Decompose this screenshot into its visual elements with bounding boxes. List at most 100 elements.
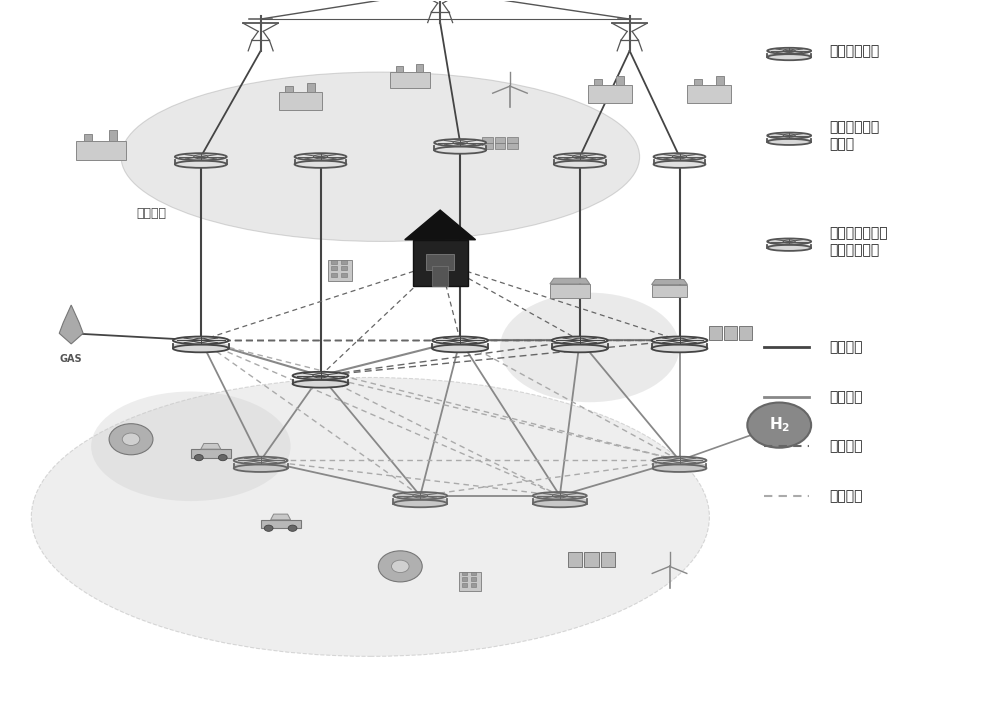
Bar	[191, 449, 231, 457]
Circle shape	[378, 551, 422, 582]
Bar	[341, 260, 347, 264]
Ellipse shape	[393, 500, 447, 507]
Ellipse shape	[175, 161, 227, 168]
Text: 交流母线: 交流母线	[829, 340, 863, 354]
Circle shape	[264, 525, 273, 531]
Circle shape	[392, 560, 409, 573]
Circle shape	[288, 525, 297, 531]
Ellipse shape	[652, 345, 707, 352]
Ellipse shape	[234, 464, 288, 472]
Text: $\mathbf{H_2}$: $\mathbf{H_2}$	[769, 415, 790, 435]
Ellipse shape	[533, 500, 587, 507]
Bar	[568, 552, 582, 567]
Bar	[109, 130, 117, 141]
Bar	[709, 326, 722, 340]
Polygon shape	[59, 305, 83, 344]
Polygon shape	[293, 379, 348, 384]
Ellipse shape	[767, 133, 811, 138]
Ellipse shape	[767, 54, 811, 60]
Bar	[285, 86, 293, 92]
Text: 交直流混合电
能路由: 交直流混合电 能路由	[829, 120, 879, 151]
Text: GAS: GAS	[60, 354, 83, 364]
Text: 热水母线: 热水母线	[829, 489, 863, 503]
Polygon shape	[173, 345, 229, 348]
Bar	[601, 552, 615, 567]
Bar	[341, 272, 347, 277]
Polygon shape	[393, 499, 447, 503]
Ellipse shape	[652, 337, 707, 345]
Bar	[413, 240, 468, 286]
Bar	[328, 260, 352, 281]
Text: 多种能源形式接
入的能量路由: 多种能源形式接 入的能量路由	[829, 226, 888, 257]
Bar	[471, 583, 476, 587]
Bar	[482, 143, 493, 149]
Polygon shape	[767, 54, 811, 57]
Polygon shape	[767, 138, 811, 142]
Ellipse shape	[175, 153, 227, 160]
Polygon shape	[554, 160, 606, 164]
Bar	[652, 284, 687, 297]
Bar	[331, 266, 337, 270]
Ellipse shape	[295, 161, 346, 168]
Polygon shape	[434, 146, 486, 150]
Ellipse shape	[434, 147, 486, 154]
Bar	[471, 577, 476, 581]
Ellipse shape	[121, 72, 640, 242]
Bar	[331, 272, 337, 277]
Bar	[307, 83, 315, 92]
Ellipse shape	[293, 380, 348, 388]
Bar	[279, 92, 322, 110]
Polygon shape	[201, 444, 221, 449]
Ellipse shape	[767, 48, 811, 54]
Polygon shape	[175, 160, 227, 164]
Bar	[462, 577, 467, 581]
Bar	[261, 520, 301, 528]
Ellipse shape	[173, 345, 229, 352]
Circle shape	[194, 454, 203, 461]
Bar	[416, 64, 423, 72]
Bar	[594, 79, 602, 85]
Ellipse shape	[293, 372, 348, 379]
Polygon shape	[552, 345, 608, 348]
Text: 通信总线: 通信总线	[829, 440, 863, 453]
Bar	[550, 284, 590, 298]
Bar	[471, 571, 476, 576]
Polygon shape	[653, 464, 706, 468]
Polygon shape	[652, 279, 687, 284]
Ellipse shape	[554, 153, 606, 160]
Bar	[507, 143, 518, 149]
Bar	[495, 143, 505, 149]
Ellipse shape	[767, 238, 811, 245]
Bar	[584, 552, 599, 567]
Bar	[482, 137, 493, 143]
Polygon shape	[271, 514, 291, 520]
Ellipse shape	[432, 345, 488, 352]
Polygon shape	[550, 278, 590, 284]
Bar	[341, 266, 347, 270]
Bar	[459, 571, 481, 591]
Polygon shape	[654, 160, 705, 164]
Circle shape	[109, 424, 153, 454]
Ellipse shape	[432, 337, 488, 345]
Bar	[716, 76, 724, 85]
Circle shape	[122, 433, 140, 445]
Text: 高压配变: 高压配变	[136, 207, 166, 220]
Bar	[396, 67, 403, 72]
Polygon shape	[295, 160, 346, 164]
Ellipse shape	[533, 492, 587, 499]
Ellipse shape	[31, 377, 709, 657]
Ellipse shape	[91, 391, 291, 501]
Polygon shape	[533, 499, 587, 503]
Ellipse shape	[295, 153, 346, 160]
Bar	[84, 134, 92, 141]
Bar	[739, 326, 752, 340]
Polygon shape	[405, 210, 476, 240]
Polygon shape	[767, 245, 811, 248]
Ellipse shape	[393, 492, 447, 499]
Ellipse shape	[653, 464, 706, 472]
Bar	[724, 326, 737, 340]
Bar	[495, 137, 505, 143]
Ellipse shape	[434, 139, 486, 146]
Ellipse shape	[552, 345, 608, 352]
Bar	[462, 583, 467, 587]
